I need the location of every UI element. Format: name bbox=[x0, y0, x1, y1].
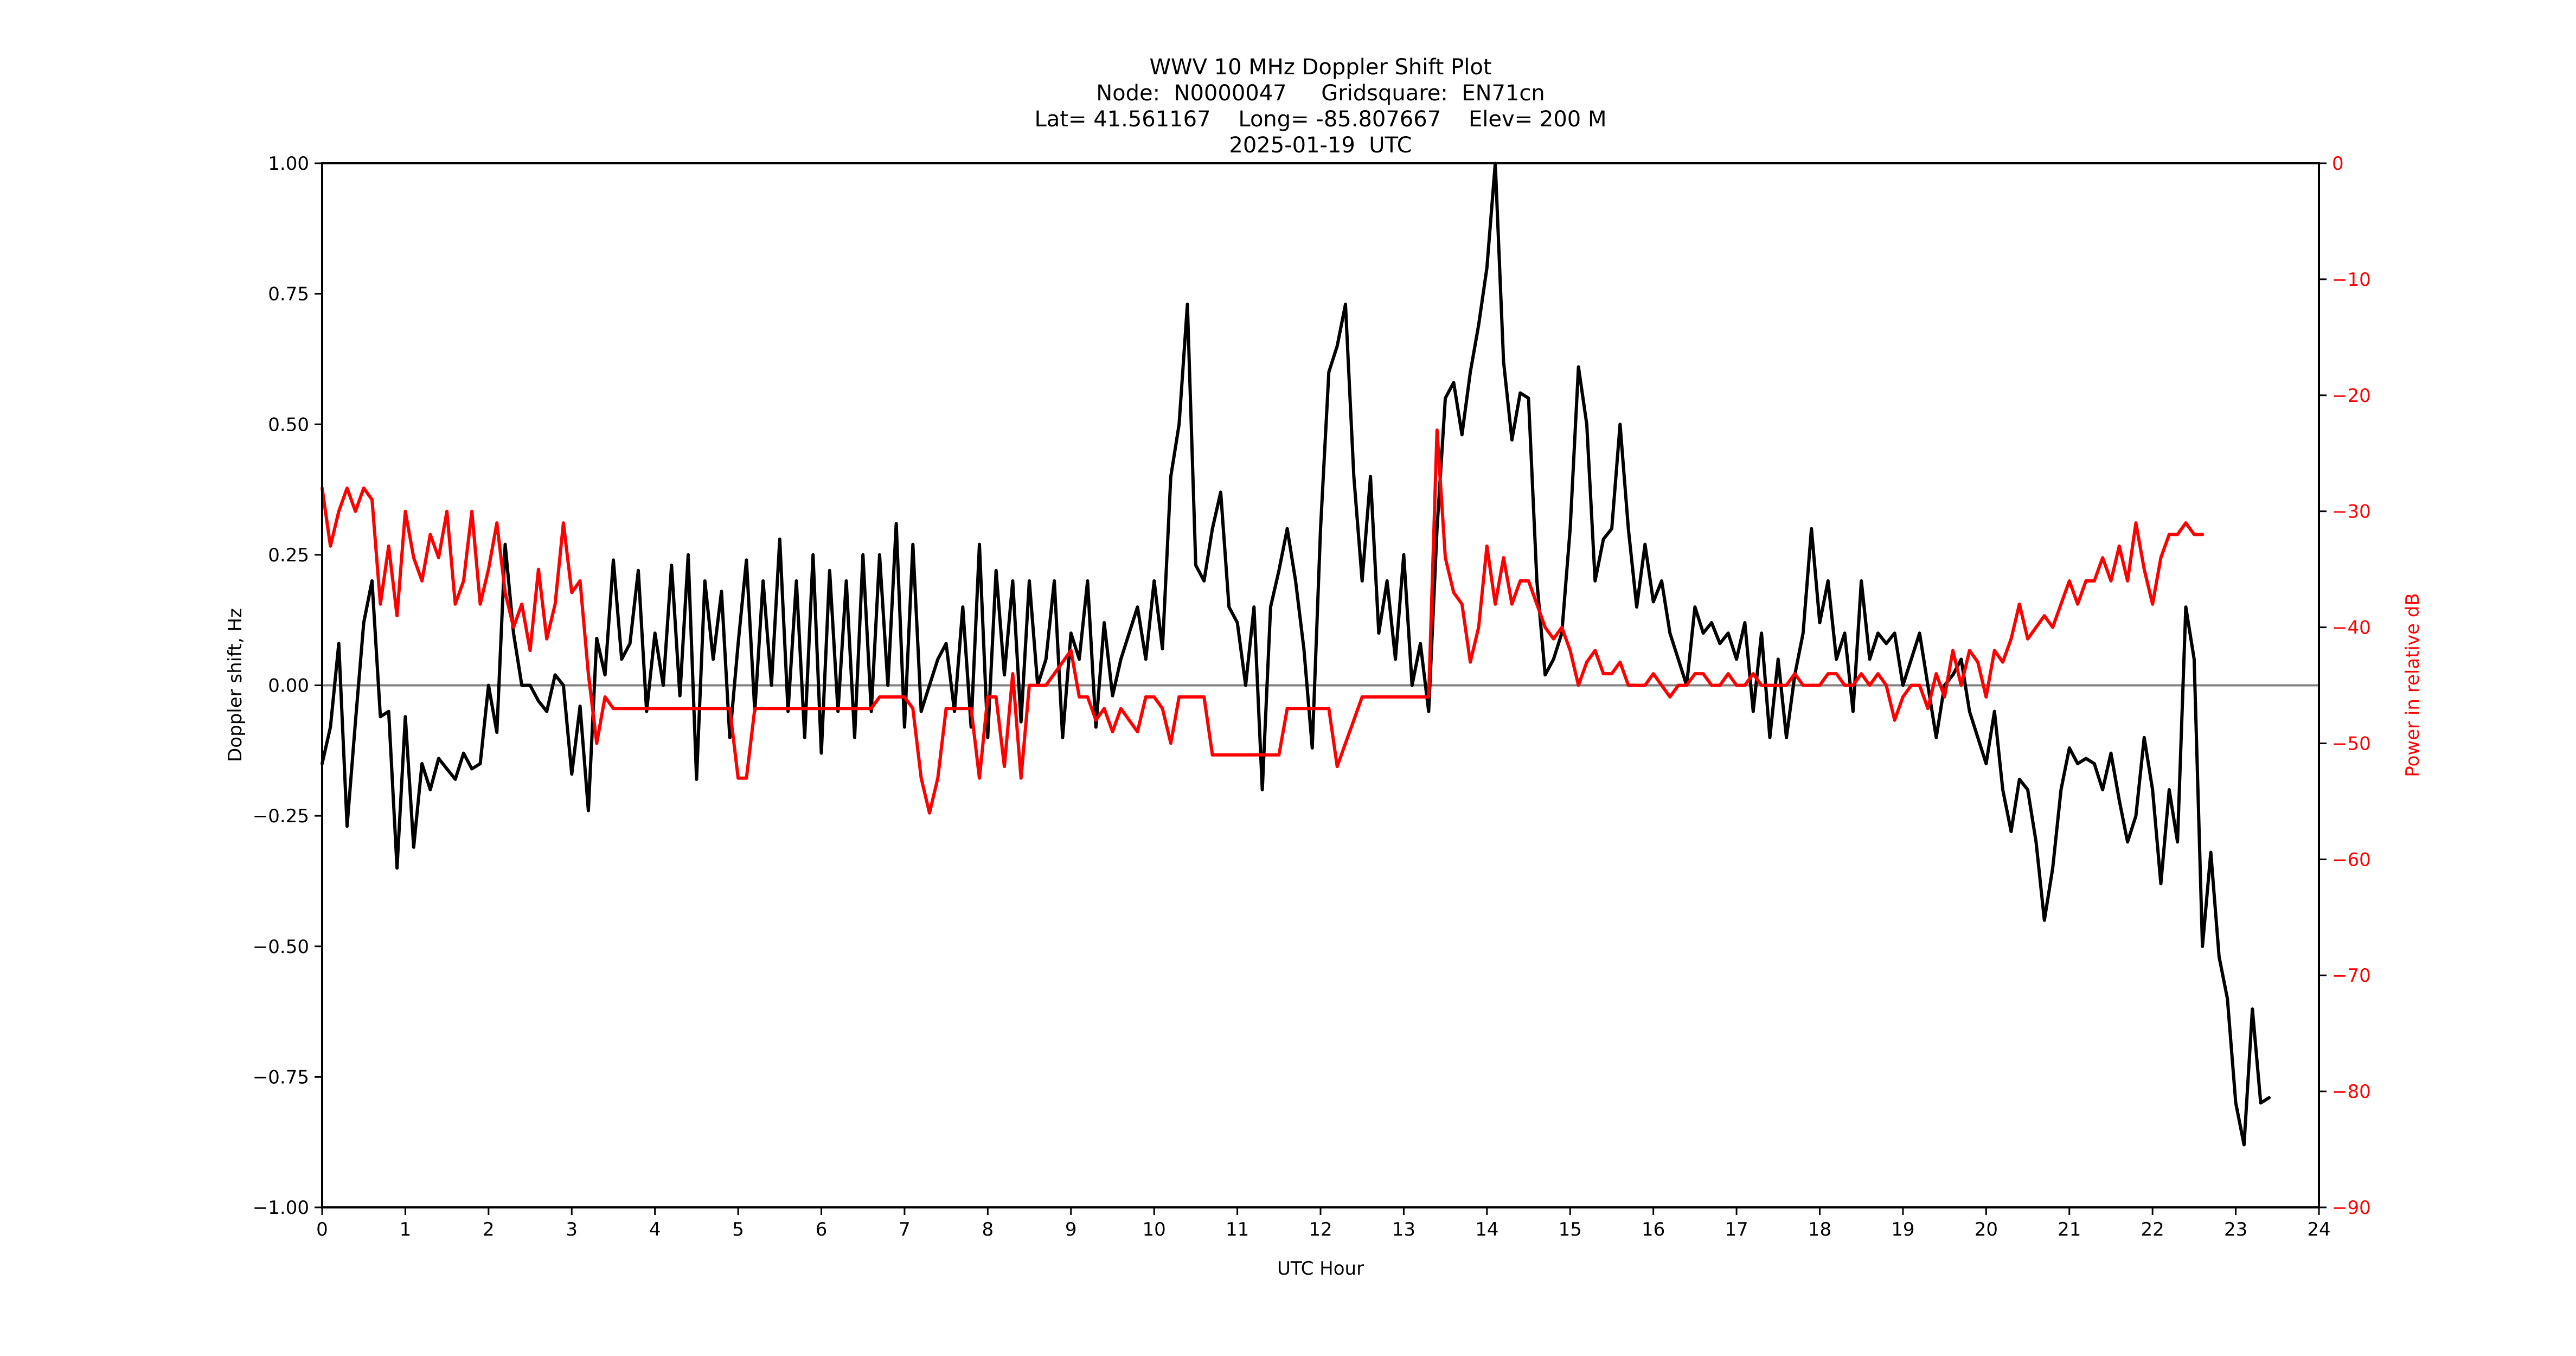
x-tick-label: 5 bbox=[732, 1219, 744, 1240]
x-tick-label: 1 bbox=[400, 1219, 412, 1240]
chart-title: WWV 10 MHz Doppler Shift Plot bbox=[1149, 55, 1492, 80]
x-tick-label: 3 bbox=[566, 1219, 578, 1240]
y-axis-left-label: Doppler shift, Hz bbox=[225, 608, 246, 762]
x-tick-label: 9 bbox=[1065, 1219, 1077, 1240]
y2-tick-label: −50 bbox=[2332, 733, 2371, 754]
x-tick-label: 12 bbox=[1309, 1219, 1332, 1240]
y-tick-label: 0.75 bbox=[268, 284, 309, 305]
y-tick-label: −1.00 bbox=[253, 1197, 309, 1219]
x-tick-label: 7 bbox=[899, 1219, 911, 1240]
doppler-shift-series bbox=[321, 162, 2271, 1147]
date-line: 2025-01-19 UTC bbox=[1229, 133, 1412, 158]
x-tick-label: 0 bbox=[316, 1219, 328, 1240]
x-tick-label: 18 bbox=[1808, 1219, 1831, 1240]
y2-tick-label: −70 bbox=[2332, 965, 2371, 987]
x-tick-label: 4 bbox=[649, 1219, 661, 1240]
location-line: Lat= 41.561167 Long= -85.807667 Elev= 20… bbox=[1034, 107, 1607, 132]
y-axis-right-label: Power in relative dB bbox=[2402, 593, 2424, 777]
x-tick-label: 22 bbox=[2141, 1219, 2164, 1240]
x-tick-label: 21 bbox=[2058, 1219, 2081, 1240]
y2-tick-label: −10 bbox=[2332, 269, 2371, 291]
x-axis-ticks: 0 1 2 3 4 5 6 7 8 9 10 11 12 13 14 15 16 17 18 19 20 21 22 23 24 bbox=[316, 1207, 2331, 1240]
x-tick-label: 24 bbox=[2307, 1219, 2330, 1240]
y2-tick-label: −30 bbox=[2332, 501, 2371, 523]
y-axis-left-ticks: 1.00 0.75 0.50 0.25 0.00 −0.25 −0.50 −0.75 −1.00 bbox=[253, 153, 322, 1219]
x-tick-label: 17 bbox=[1725, 1219, 1748, 1240]
y2-tick-label: −40 bbox=[2332, 617, 2371, 639]
y-axis-right-ticks: 0 −10 −20 −30 −40 −50 −60 −70 −80 −90 bbox=[2319, 153, 2371, 1219]
y2-tick-label: −20 bbox=[2332, 385, 2371, 407]
y-tick-label: 0.25 bbox=[268, 545, 309, 566]
power-series bbox=[321, 428, 2205, 815]
y-tick-label: 1.00 bbox=[268, 153, 309, 175]
chart-title-block: WWV 10 MHz Doppler Shift Plot Node: N000… bbox=[322, 54, 2319, 158]
y2-tick-label: −90 bbox=[2332, 1197, 2371, 1219]
y-tick-label: 0.00 bbox=[268, 675, 309, 697]
y2-tick-label: −80 bbox=[2332, 1081, 2371, 1103]
node-gridsquare-line: Node: N0000047 Gridsquare: EN71cn bbox=[1096, 81, 1545, 106]
y-tick-label: −0.50 bbox=[253, 936, 309, 958]
x-tick-label: 19 bbox=[1891, 1219, 1914, 1240]
x-tick-label: 11 bbox=[1226, 1219, 1249, 1240]
y-tick-label: −0.25 bbox=[253, 805, 309, 827]
y2-tick-label: 0 bbox=[2332, 153, 2344, 175]
x-tick-label: 10 bbox=[1143, 1219, 1166, 1240]
x-tick-label: 6 bbox=[816, 1219, 828, 1240]
x-tick-label: 8 bbox=[982, 1219, 994, 1240]
y-tick-label: −0.75 bbox=[253, 1066, 309, 1088]
x-tick-label: 13 bbox=[1392, 1219, 1415, 1240]
x-tick-label: 2 bbox=[483, 1219, 495, 1240]
x-tick-label: 20 bbox=[1975, 1219, 1998, 1240]
series-layer bbox=[321, 162, 2271, 1147]
x-tick-label: 14 bbox=[1475, 1219, 1498, 1240]
y2-tick-label: −60 bbox=[2332, 849, 2371, 871]
x-tick-label: 23 bbox=[2224, 1219, 2247, 1240]
x-tick-label: 15 bbox=[1559, 1219, 1582, 1240]
x-tick-label: 16 bbox=[1642, 1219, 1665, 1240]
x-axis-label: UTC Hour bbox=[1277, 1258, 1364, 1280]
y-tick-label: 0.50 bbox=[268, 414, 309, 436]
